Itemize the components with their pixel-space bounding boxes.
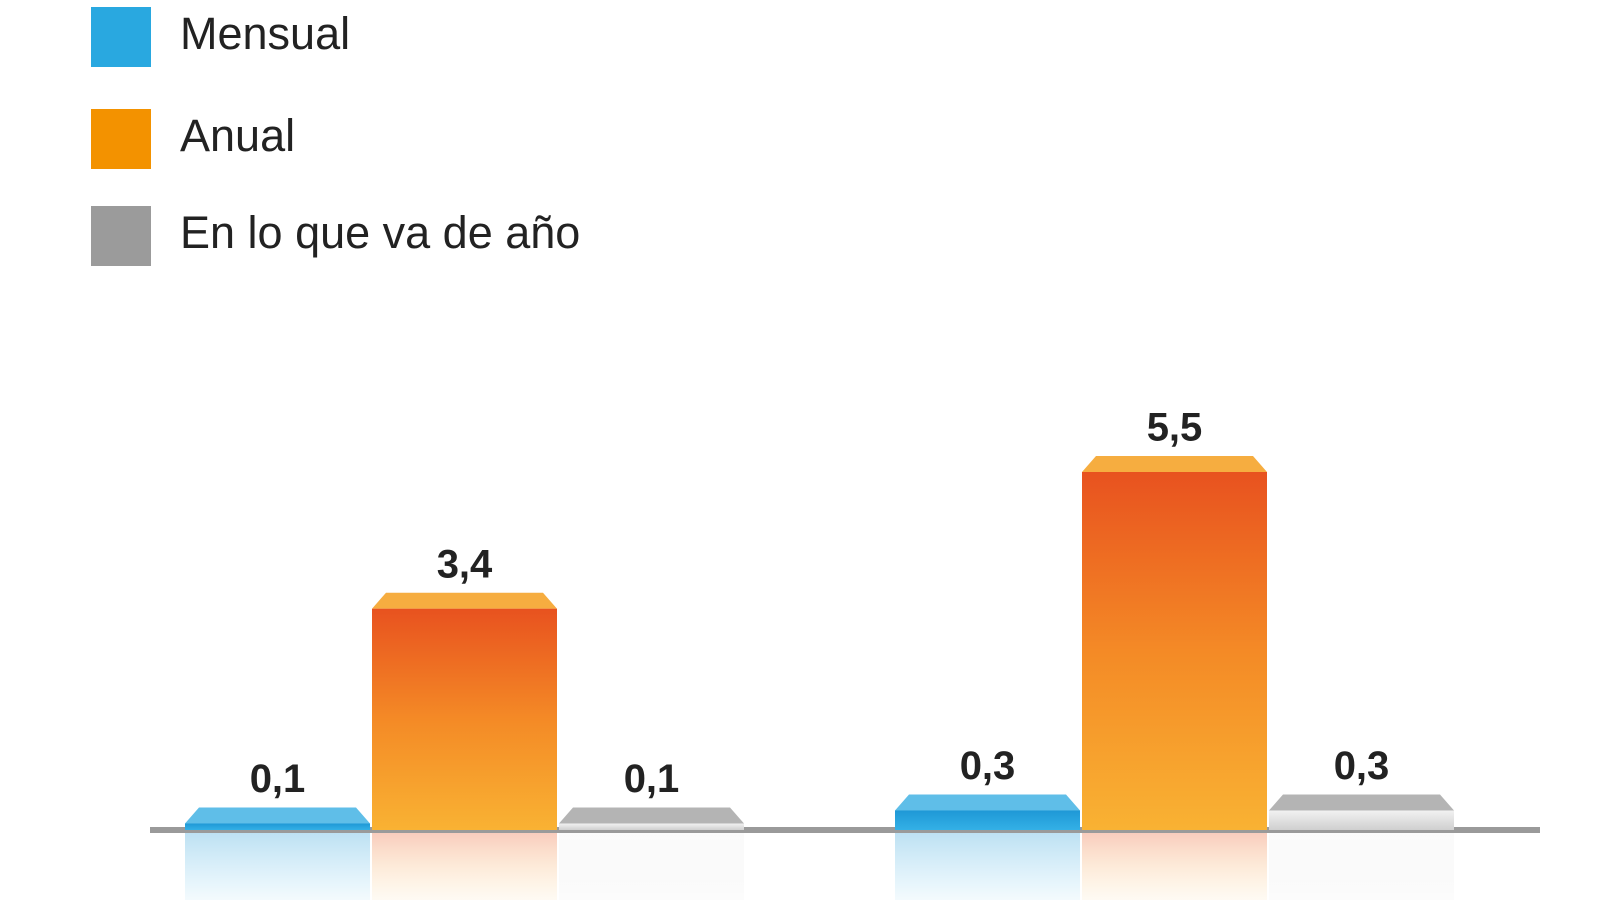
reflection-fade [559,833,744,900]
value-label: 3,4 [437,542,493,586]
reflection-fade [895,833,1080,900]
bar [1082,472,1267,830]
bar-bevel [185,807,370,824]
reflection-fade [372,833,557,900]
bar [185,823,370,830]
value-label: 5,5 [1147,406,1203,450]
value-label: 0,3 [960,744,1016,788]
reflection-fade [185,833,370,900]
value-label: 0,1 [624,757,680,801]
value-label: 0,3 [1334,744,1390,788]
bar [372,608,557,830]
reflection-fade [1082,833,1267,900]
legend-swatch [91,206,151,266]
bar-bevel [559,807,744,824]
reflection-fade [1269,833,1454,900]
bar [895,810,1080,830]
bar [559,823,744,830]
bar-bevel [895,794,1080,811]
bar-bevel [1269,794,1454,811]
bar-bevel [1082,456,1267,472]
value-label: 0,1 [250,757,306,801]
legend-label: Mensual [180,8,350,59]
legend-swatch [91,109,151,169]
plot: 0,1 3,4 0,1 0,3 5,5 0,3 [185,406,1454,900]
legend-label: Anual [180,110,295,161]
legend-label: En lo que va de año [180,207,580,258]
legend: Mensual Anual En lo que va de año [91,7,580,266]
legend-swatch [91,7,151,67]
bar-bevel [372,592,557,609]
bar [1269,810,1454,830]
